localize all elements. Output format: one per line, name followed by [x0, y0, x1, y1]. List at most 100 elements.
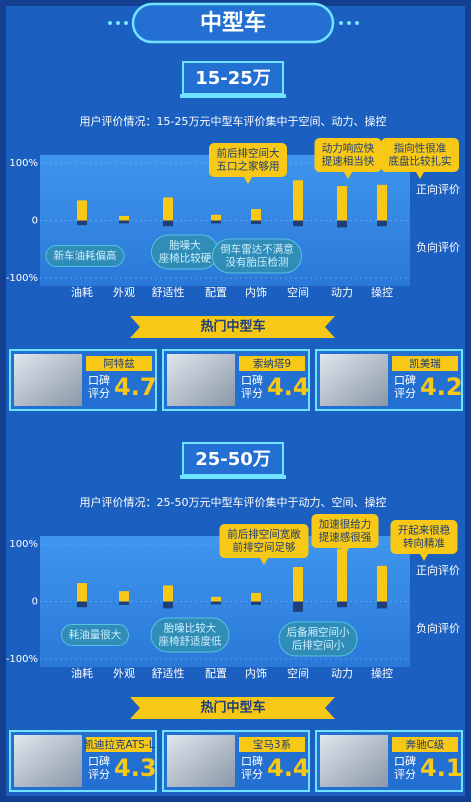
car-name: 凯美瑞: [409, 357, 441, 370]
note-text: 座椅舒适度低: [159, 635, 222, 648]
rating-label: 口碑: [88, 755, 110, 768]
bar: [211, 601, 221, 605]
car-name: 宝马3系: [253, 738, 291, 751]
car-name: 索纳塔9: [253, 357, 291, 370]
note-text: 新车油耗偏高: [54, 249, 117, 262]
note-pointer: [420, 554, 428, 561]
bar: [211, 214, 221, 221]
bar: [377, 184, 387, 221]
x-tick-label: 舒适性: [152, 285, 185, 299]
car-photo: [167, 735, 235, 787]
rating-label: 口碑: [394, 374, 416, 387]
bar: [77, 200, 87, 221]
bar: [293, 180, 303, 221]
car-photo: [14, 735, 82, 787]
x-tick-label: 舒适性: [152, 666, 185, 680]
car-name-tag: [392, 737, 458, 752]
x-tick-label: 内饰: [245, 666, 267, 680]
section-title: 25-50万: [195, 449, 271, 470]
x-tick-label: 外观: [113, 286, 135, 299]
note-pointer: [260, 558, 268, 565]
bar: [77, 601, 87, 608]
bar: [293, 220, 303, 227]
note-text: 加速很给力: [319, 518, 372, 531]
banner: [130, 697, 335, 719]
note-pointer: [341, 548, 349, 555]
note-text: 指向性很准: [394, 142, 447, 155]
bar: [377, 220, 387, 227]
banner: [130, 316, 335, 338]
rating-label: 口碑: [241, 755, 263, 768]
car-photo: [320, 354, 388, 406]
bar: [163, 220, 173, 227]
series-label: 负向评价: [416, 240, 460, 254]
page-title: 中型车: [200, 10, 266, 36]
bar: [251, 601, 261, 605]
note-text: 开起来很稳: [398, 524, 451, 537]
note-text: 胎噪大: [169, 239, 201, 252]
x-tick-label: 动力: [331, 667, 353, 680]
bar: [119, 601, 129, 605]
bar: [163, 585, 173, 602]
positive-note-bubble: [381, 138, 459, 172]
note-text: 后排空间小: [292, 639, 345, 652]
series-label: 正向评价: [416, 182, 460, 196]
x-tick-label: 内饰: [245, 285, 267, 299]
car-name: 凯迪拉克ATS-L: [83, 738, 154, 751]
bar: [119, 591, 129, 602]
note-text: 底盘比较扎实: [389, 155, 452, 168]
bar: [337, 548, 347, 602]
negative-note-bubble: [150, 617, 230, 653]
car-name-tag: [86, 356, 152, 371]
bar: [211, 596, 221, 602]
car-name: 阿特兹: [103, 358, 135, 370]
section-title-shadow: [180, 94, 286, 98]
note-text: 胎噪比较大: [164, 622, 217, 635]
note-pointer: [344, 172, 352, 179]
note-text: 提速相当快: [322, 155, 375, 168]
x-tick-label: 空间: [287, 285, 309, 299]
y-tick-label: 0: [32, 597, 38, 608]
negative-note-bubble: [212, 238, 302, 274]
rating-label: 评分: [241, 768, 263, 781]
rating-label: 评分: [88, 387, 110, 400]
note-text: 动力响应快: [322, 142, 375, 155]
bar: [337, 186, 347, 221]
note-text: 五口之家够用: [217, 160, 280, 173]
y-tick-label: 0: [32, 216, 38, 227]
car-score: 4.7: [114, 373, 157, 401]
bar: [251, 220, 261, 224]
bar: [251, 592, 261, 602]
chart-subtitle: 用户评价情况：25-50万元中型车评价集中于动力、空间、操控: [80, 495, 387, 509]
bar: [337, 601, 347, 608]
y-tick-label: 100%: [9, 539, 38, 550]
car-score: 4.2: [420, 373, 463, 401]
note-text: 前后排空间大: [217, 147, 280, 160]
car-name-tag: [239, 356, 305, 371]
banner-title: 热门中型车: [200, 700, 265, 716]
car-score: 4.1: [420, 754, 463, 782]
car-score: 4.4: [267, 754, 310, 782]
bar: [163, 601, 173, 609]
rating-label: 评分: [394, 768, 416, 781]
car-photo: [14, 354, 82, 406]
positive-note-bubble: [314, 138, 382, 172]
note-text: 后备厢空间小: [287, 626, 350, 639]
bar: [119, 215, 129, 221]
car-name: 奔驰C级: [406, 738, 445, 751]
negative-note-bubble: [61, 624, 129, 646]
note-text: 前后排空间宽敞: [227, 528, 301, 541]
bar: [293, 567, 303, 602]
car-photo: [320, 735, 388, 787]
bar: [211, 220, 221, 224]
chart-subtitle: 用户评价情况：15-25万元中型车评价集中于空间、动力、操控: [80, 114, 387, 128]
note-pointer: [244, 177, 252, 184]
note-text: 没有胎压检测: [226, 256, 289, 269]
note-text: 座椅比较硬: [159, 252, 212, 265]
rating-label: 评分: [394, 387, 416, 400]
positive-note-bubble: [209, 143, 287, 177]
bar: [377, 601, 387, 609]
bar: [163, 197, 173, 221]
title-dots: [108, 21, 359, 25]
